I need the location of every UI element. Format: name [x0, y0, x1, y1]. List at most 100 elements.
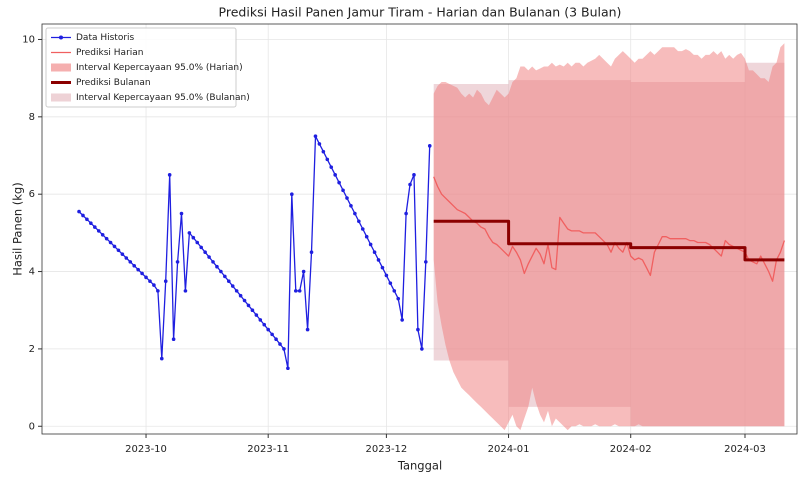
data-point	[215, 264, 219, 269]
data-point	[203, 250, 207, 255]
data-point	[120, 252, 125, 256]
data-point	[262, 322, 267, 327]
legend-swatch	[51, 63, 71, 72]
x-tick-label: 2023-11	[247, 444, 289, 455]
x-tick-label: 2023-10	[125, 444, 167, 455]
data-point	[274, 337, 278, 342]
data-point	[175, 260, 180, 264]
confidence-band	[433, 43, 785, 431]
data-point	[293, 289, 298, 293]
x-tick-label: 2024-02	[610, 444, 652, 455]
data-point	[234, 289, 239, 293]
data-point	[187, 231, 192, 235]
legend-label: Interval Kepercayaan 95.0% (Bulanan)	[76, 93, 250, 103]
data-point	[136, 267, 140, 272]
data-point	[108, 240, 113, 245]
legend-label: Data Historis	[76, 33, 135, 43]
data-point	[270, 332, 274, 337]
data-point	[297, 289, 302, 293]
data-point	[321, 149, 326, 154]
data-point	[360, 227, 365, 231]
data-point	[282, 347, 286, 351]
y-tick-label: 6	[29, 189, 35, 200]
data-point	[380, 265, 385, 270]
data-point	[427, 144, 432, 148]
data-point	[207, 255, 211, 259]
series-line	[433, 219, 785, 262]
data-point	[230, 284, 235, 288]
data-point	[416, 327, 420, 332]
data-point	[116, 248, 121, 253]
data-point	[349, 203, 353, 208]
data-point	[77, 209, 81, 214]
data-point	[258, 318, 263, 322]
data-point	[140, 271, 144, 276]
y-tick-label: 8	[29, 112, 35, 123]
data-point	[183, 289, 188, 293]
data-point	[144, 275, 148, 280]
x-tick-label: 2024-03	[724, 444, 766, 455]
data-point	[368, 242, 373, 247]
x-axis-label: Tanggal	[397, 459, 442, 473]
legend-label: Prediksi Bulanan	[76, 78, 151, 88]
legend-label: Interval Kepercayaan 95.0% (Harian)	[76, 63, 243, 73]
data-point	[246, 303, 251, 308]
data-point	[278, 342, 282, 346]
data-point	[286, 366, 290, 371]
data-point	[384, 273, 389, 278]
data-point	[226, 279, 231, 284]
data-point	[163, 279, 168, 284]
data-point	[372, 250, 377, 255]
data-point	[404, 211, 408, 216]
data-point	[148, 279, 152, 284]
data-point	[392, 289, 397, 293]
chart-title: Prediksi Hasil Panen Jamur Tiram - Haria…	[219, 5, 622, 20]
data-point	[96, 229, 101, 233]
y-tick-label: 2	[29, 344, 35, 355]
data-point	[305, 327, 310, 332]
y-tick-label: 10	[22, 34, 35, 45]
x-tick-label: 2024-01	[488, 444, 530, 455]
data-point	[420, 347, 424, 351]
plot-frame	[41, 23, 798, 435]
data-point	[337, 180, 341, 185]
data-point	[408, 182, 412, 187]
data-point	[124, 256, 129, 260]
data-point	[301, 269, 306, 274]
data-point	[223, 274, 227, 279]
data-point	[132, 263, 137, 268]
data-point	[93, 225, 97, 229]
data-point	[345, 196, 349, 200]
data-point	[81, 213, 85, 218]
data-point	[171, 337, 176, 342]
data-point	[325, 157, 330, 162]
data-point	[179, 211, 184, 216]
plot-area	[42, 24, 797, 434]
data-point	[159, 356, 164, 361]
data-point	[266, 327, 270, 332]
data-point	[199, 245, 203, 250]
data-point	[238, 293, 243, 298]
data-point	[341, 188, 345, 193]
data-point	[211, 260, 215, 264]
data-point	[89, 221, 93, 225]
x-tick-label: 2023-12	[366, 444, 408, 455]
data-point	[195, 240, 200, 245]
data-point	[309, 250, 314, 255]
data-point	[219, 269, 223, 274]
data-point	[191, 235, 196, 240]
series-line	[433, 176, 786, 282]
data-point	[396, 296, 401, 301]
y-tick-label: 0	[29, 421, 35, 432]
data-point	[400, 318, 404, 322]
legend: Data Historis Prediksi Harian Interval Kep…	[45, 27, 250, 108]
data-point	[104, 236, 109, 241]
data-point	[357, 219, 361, 224]
data-point	[156, 289, 160, 293]
legend-swatch	[51, 93, 71, 102]
data-point	[152, 283, 156, 287]
data-point	[128, 260, 133, 264]
data-point	[100, 233, 105, 237]
data-point	[412, 173, 416, 177]
